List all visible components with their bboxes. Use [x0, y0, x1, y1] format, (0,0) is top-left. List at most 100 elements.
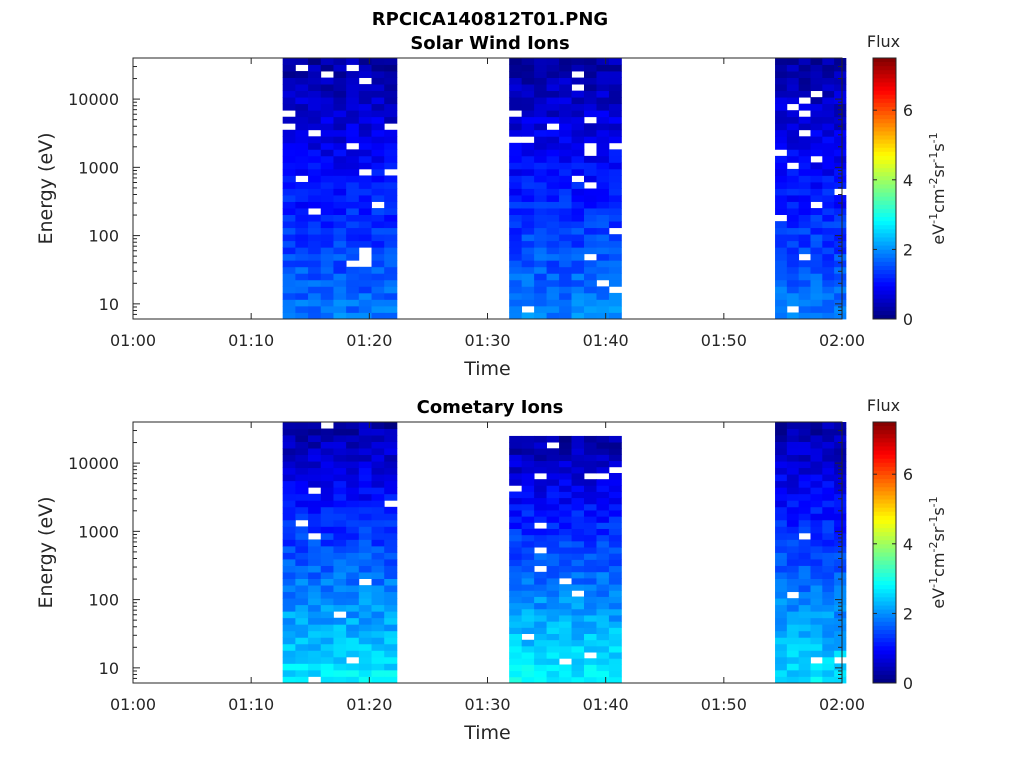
- heatmap-cell: [521, 442, 535, 449]
- heatmap-cell: [521, 652, 535, 659]
- heatmap-cell: [786, 260, 800, 268]
- heatmap-cell: [384, 260, 398, 268]
- heatmap-cell: [584, 136, 597, 144]
- heatmap-cell: [308, 591, 322, 599]
- heatmap-cell: [608, 175, 622, 183]
- heatmap-cell: [786, 467, 800, 475]
- heatmap-cell: [346, 195, 360, 202]
- heatmap-cell: [798, 149, 811, 157]
- heatmap-cell: [534, 676, 547, 684]
- heatmap-cell: [534, 201, 547, 209]
- heatmap-cell: [584, 84, 597, 92]
- heatmap-cell: [786, 552, 800, 560]
- heatmap-cell: [786, 630, 800, 638]
- heatmap-cell: [384, 630, 398, 638]
- heatmap-cell: [358, 175, 372, 183]
- heatmap-cell: [308, 461, 322, 469]
- heatmap-cell: [546, 266, 560, 274]
- heatmap-cell: [308, 598, 322, 606]
- heatmap-cell: [810, 181, 823, 189]
- colorbar-swatch: [873, 115, 896, 120]
- heatmap-cell: [596, 528, 610, 536]
- heatmap-cell: [384, 116, 398, 124]
- heatmap-cell: [358, 539, 372, 547]
- heatmap-cell: [282, 565, 296, 573]
- x-tick-label: 01:30: [464, 331, 510, 350]
- heatmap-cell: [333, 227, 347, 235]
- heatmap-cell: [346, 149, 360, 157]
- heatmap-cell: [308, 181, 322, 189]
- heatmap-cell: [798, 539, 811, 547]
- heatmap-cell: [571, 528, 585, 536]
- heatmap-cell: [559, 522, 572, 529]
- heatmap-cell: [384, 84, 398, 92]
- heatmap-cell: [358, 58, 372, 65]
- heatmap-cell: [521, 155, 535, 163]
- heatmap-cell: [282, 84, 296, 92]
- heatmap-cell: [521, 460, 535, 468]
- heatmap-cell: [608, 652, 622, 659]
- heatmap-cell: [810, 532, 823, 540]
- heatmap-cell: [384, 435, 398, 442]
- heatmap-cell: [596, 260, 610, 268]
- heatmap-cell: [371, 247, 385, 255]
- heatmap-cell: [320, 578, 334, 586]
- heatmap-cell: [308, 253, 322, 261]
- colorbar-tick-label: 0: [903, 310, 913, 329]
- heatmap-cell: [346, 598, 360, 606]
- heatmap-cell: [384, 676, 398, 684]
- heatmap-cell: [608, 528, 622, 536]
- heatmap-cell: [534, 123, 547, 131]
- heatmap-cell: [546, 260, 560, 268]
- heatmap-cell: [534, 466, 547, 474]
- heatmap-cell: [308, 162, 322, 170]
- heatmap-cell: [834, 604, 847, 612]
- heatmap-cell: [571, 103, 585, 111]
- heatmap-cell: [295, 441, 309, 449]
- colorbar-units: eV-1cm-2sr-1s-1: [927, 132, 948, 244]
- heatmap-cell: [346, 286, 360, 294]
- heatmap-cell: [822, 247, 835, 255]
- heatmap-cell: [608, 435, 622, 443]
- heatmap-cell: [596, 448, 610, 455]
- heatmap-cell: [371, 643, 385, 651]
- heatmap-cell: [320, 454, 334, 462]
- heatmap-cell: [282, 97, 296, 105]
- heatmap-cell: [786, 58, 800, 65]
- colorbar-swatch: [873, 515, 896, 521]
- heatmap-cell: [822, 162, 835, 170]
- heatmap-cell: [371, 474, 385, 482]
- colorbar-swatch: [873, 597, 896, 602]
- heatmap-cell: [509, 103, 523, 111]
- heatmap-cell: [798, 643, 811, 651]
- heatmap-cell: [371, 116, 385, 124]
- heatmap-cell: [346, 58, 360, 65]
- heatmap-cell: [786, 585, 800, 593]
- heatmap-cell: [559, 110, 572, 118]
- heatmap-cell: [346, 110, 360, 118]
- heatmap-cell: [282, 116, 296, 124]
- heatmap-cell: [596, 633, 610, 641]
- heatmap-cell: [559, 292, 572, 300]
- heatmap-cell: [295, 71, 309, 78]
- heatmap-cell: [521, 149, 535, 157]
- heatmap-cell: [546, 485, 560, 492]
- heatmap-cell: [282, 279, 296, 287]
- colorbar-swatch: [873, 564, 896, 570]
- heatmap-cell: [810, 240, 823, 248]
- heatmap-cell: [384, 480, 398, 488]
- heatmap-cell: [834, 545, 847, 553]
- heatmap-cell: [810, 123, 823, 131]
- x-tick-label: 01:10: [228, 695, 274, 714]
- heatmap-cell: [798, 103, 811, 111]
- heatmap-cell: [346, 299, 360, 307]
- heatmap-cell: [371, 260, 385, 268]
- heatmap-cell: [509, 528, 523, 536]
- heatmap-cell: [346, 572, 360, 579]
- heatmap-cell: [584, 571, 597, 579]
- heatmap-cell: [333, 669, 347, 677]
- heatmap-cell: [596, 136, 610, 144]
- heatmap-cell: [798, 286, 811, 294]
- heatmap-cell: [608, 547, 622, 554]
- heatmap-cell: [798, 448, 811, 456]
